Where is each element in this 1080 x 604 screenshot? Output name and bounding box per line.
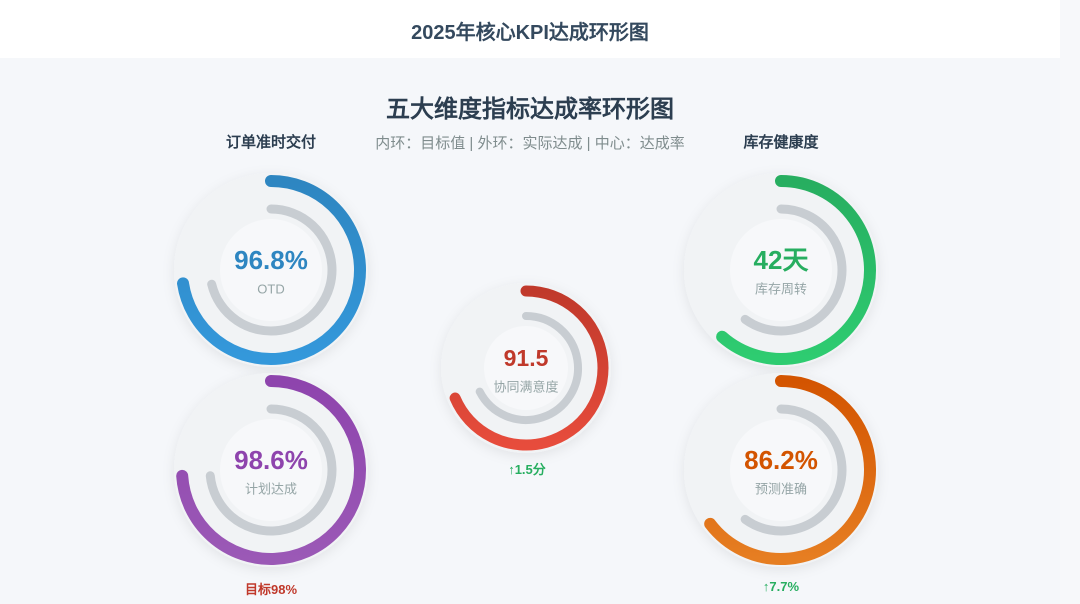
ring-legend-description: 内环：目标值 | 外环：实际达成 | 中心：达成率 (375, 135, 685, 152)
ring-center-disc (730, 419, 832, 521)
actual-arc (176, 375, 366, 565)
ring-center-disc (730, 219, 832, 321)
dimension-label-otd: 订单准时交付 (225, 134, 316, 151)
ring-value-label: 86.2% (744, 445, 818, 475)
target-arc (475, 312, 582, 424)
forecast-change-note: ↑7.7% (762, 579, 800, 594)
actual-arc (704, 375, 876, 565)
actual-arc (177, 175, 366, 365)
scrollbar-track[interactable] (1060, 0, 1080, 604)
target-arc (740, 404, 847, 536)
actual-arc (449, 285, 609, 451)
ring-value-label: 42天 (754, 245, 809, 275)
ring-sublabel: 计划达成 (245, 481, 297, 496)
satisfaction-change-note: ↑1.5分 (508, 462, 546, 477)
ring-sublabel: 库存周转 (755, 281, 807, 296)
ring-center-disc (220, 219, 322, 321)
target-arc (207, 204, 337, 336)
ring-sublabel: 预测准确 (755, 481, 807, 496)
ring-satisfaction[interactable]: 91.5 协同满意度 (441, 283, 611, 453)
ring-otd[interactable]: 96.8% OTD (174, 173, 368, 367)
target-arc (205, 404, 337, 536)
ring-forecast[interactable]: 86.2% 预测准确 (684, 373, 878, 567)
ring-value-label: 98.6% (234, 445, 308, 475)
production-target-note: 目标98% (244, 582, 298, 597)
ring-value-label: 96.8% (234, 245, 308, 275)
ring-center-disc (220, 419, 322, 521)
dimension-label-inventory: 库存健康度 (743, 134, 819, 151)
ring-sublabel: OTD (257, 281, 284, 296)
ring-sublabel: 协同满意度 (493, 379, 558, 394)
chart-title: 2025年核心KPI达成环形图 (411, 22, 649, 44)
ring-center-disc (484, 326, 568, 410)
actual-arc (716, 175, 876, 365)
section-title: 五大维度指标达成率环形图 (386, 96, 674, 123)
ring-production[interactable]: 98.6% 计划达成 (174, 373, 368, 567)
ring-value-label: 91.5 (504, 345, 549, 371)
target-arc (740, 204, 847, 336)
